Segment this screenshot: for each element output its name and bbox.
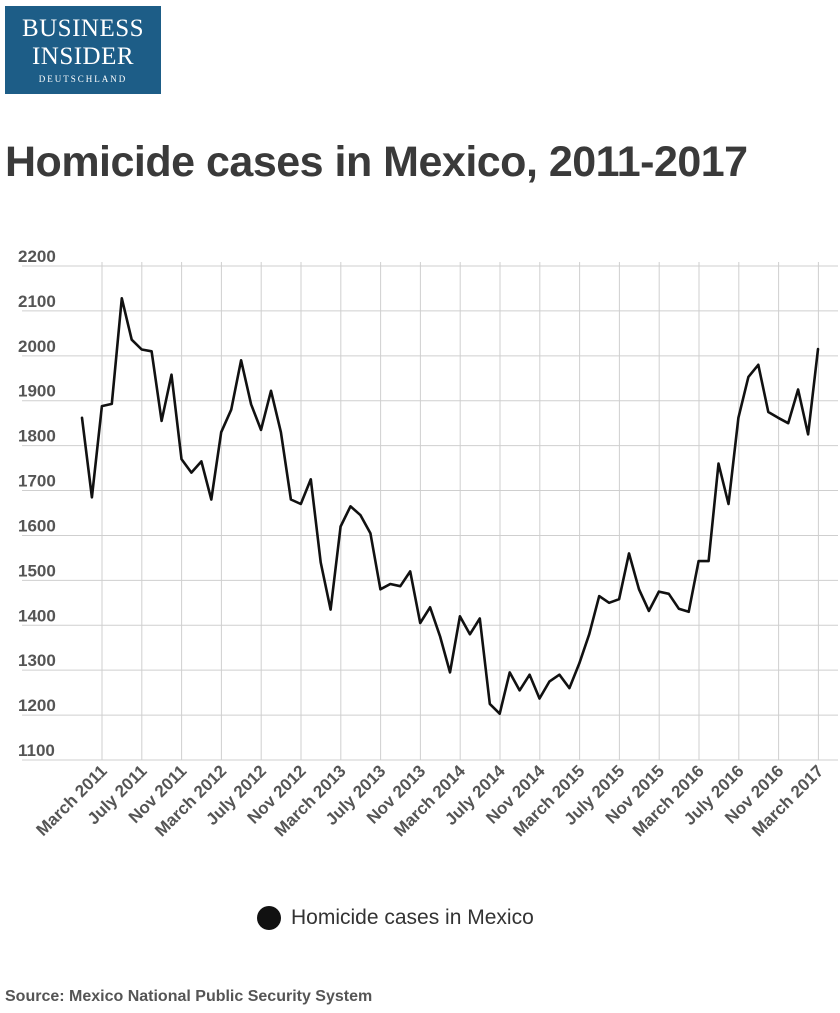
logo-line-3: DEUTSCHLAND <box>38 74 128 84</box>
logo-line-2: INSIDER <box>31 43 135 70</box>
y-tick-label: 1200 <box>18 696 56 715</box>
series-line-homicides <box>80 296 820 716</box>
y-tick-label: 1500 <box>18 561 56 580</box>
y-tick-label: 1700 <box>18 472 56 491</box>
business-insider-logo: BUSINESS INSIDER DEUTSCHLAND <box>5 6 161 94</box>
y-tick-label: 1600 <box>18 516 56 535</box>
legend-label: Homicide cases in Mexico <box>291 906 534 929</box>
chart-title: Homicide cases in Mexico, 2011-2017 <box>5 138 748 186</box>
y-tick-label: 2100 <box>18 292 56 311</box>
y-tick-label: 2200 <box>18 247 56 266</box>
series-group <box>80 296 820 716</box>
y-tick-label: 1400 <box>18 606 56 625</box>
source-note: Source: Mexico National Public Security … <box>5 988 373 1005</box>
y-tick-label: 1100 <box>18 741 55 760</box>
chart-legend: Homicide cases in Mexico <box>257 906 534 934</box>
chart-grid <box>22 262 838 761</box>
y-tick-label: 2000 <box>18 337 56 356</box>
y-tick-label: 1800 <box>18 427 56 446</box>
logo-line-1: BUSINESS <box>21 15 145 42</box>
legend-marker <box>257 906 281 930</box>
y-tick-label: 1900 <box>18 382 56 401</box>
y-tick-label: 1300 <box>18 651 56 670</box>
y-axis-ticks: 1100 1200 1300 1400 1500 1600 1700 1800 1900 2000… <box>18 247 56 760</box>
